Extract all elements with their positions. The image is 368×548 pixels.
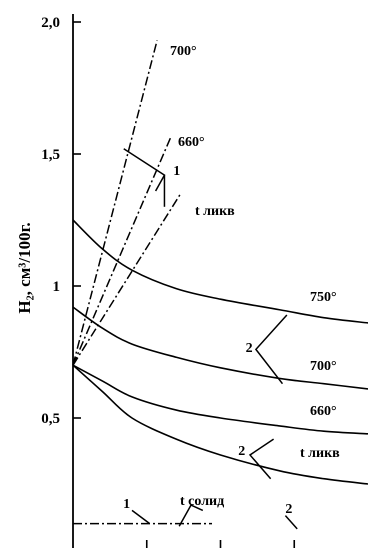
annotation-label: 1 [123,497,130,512]
ray-line [72,137,172,366]
curve-line [72,306,368,390]
annotation-leader [248,438,275,480]
curve-line [72,219,368,324]
annotation-leader [284,515,298,530]
curve-label: 700° [310,359,337,374]
y-tick-label: 0,5 [41,411,60,427]
annotation-leader [131,509,151,525]
annotation-leader [254,314,288,385]
curve-label: 750° [310,290,337,305]
ray-label: t ликв [195,204,235,219]
annotations: 1 2 2 1 2 [123,148,298,530]
x-ticks [145,540,296,548]
rays: 700° 660° t ликв t солид [72,40,235,525]
ray-line [72,40,158,366]
curve-label: 660° [310,404,337,419]
curve-line [72,364,368,485]
ray-line [72,193,182,366]
annotation-label: 2 [238,444,245,459]
curve-line [72,364,368,435]
annotation-label: 1 [173,164,180,179]
annotation-leader [178,504,204,527]
curve-label: t ликв [300,446,340,461]
y-tick-label: 2,0 [41,15,60,31]
y-tick-label: 1,5 [41,147,60,163]
annotation-leader [123,148,166,192]
ray-label: 700° [170,44,197,59]
annotation-label: 2 [246,341,253,356]
ray-label: 660° [178,135,205,150]
y-ticks: 0,5 1 1,5 2,0 [41,15,81,427]
y-axis-label: H₂, см³/100г. [15,222,34,313]
solidus-label: t солид [180,494,224,509]
curves: 750° 700° 660° t ликв [72,219,368,485]
y-tick-label: 1 [53,279,61,295]
annotation-label: 2 [285,502,292,517]
